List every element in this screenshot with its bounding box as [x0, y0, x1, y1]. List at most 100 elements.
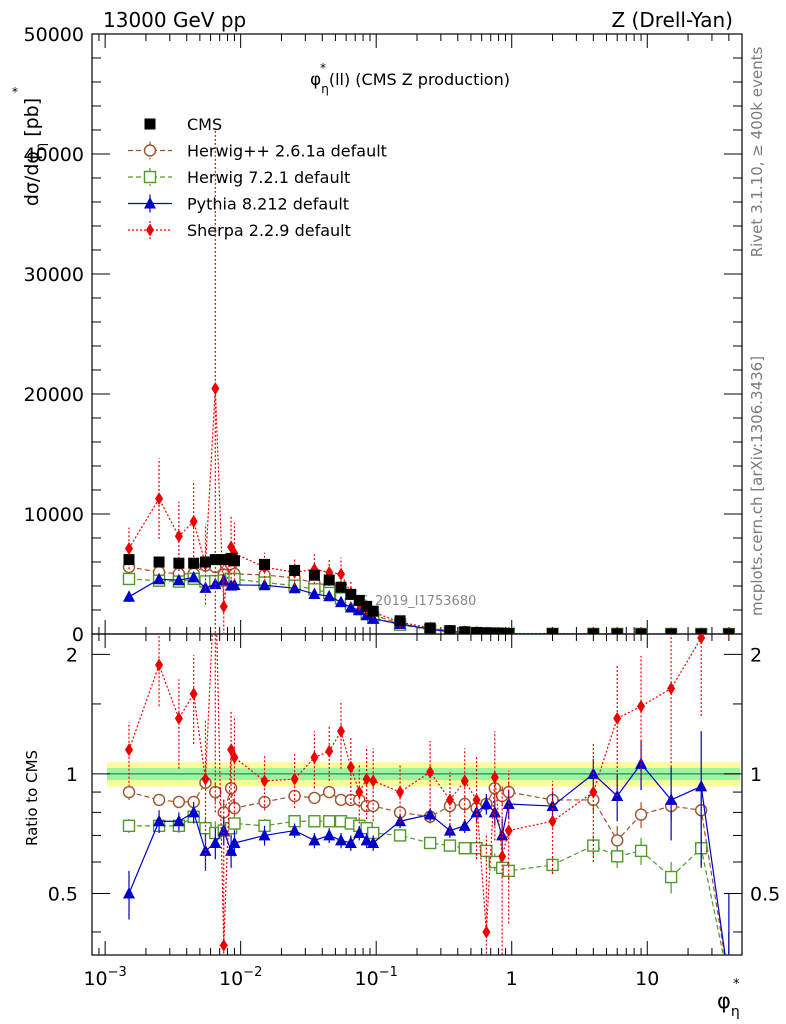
x-tick-label: 1: [506, 968, 518, 990]
point-sherpa-ratio: [396, 785, 405, 799]
point-sherpa-ratio: [472, 793, 481, 807]
point-sherpa-ratio: [227, 743, 236, 757]
point-sherpa-ratio: [498, 849, 507, 863]
point-sherpa-ratio: [482, 925, 491, 939]
point-sherpa-top: [174, 529, 183, 543]
point-sherpa-ratio: [426, 765, 435, 779]
point-pythia-ratio: [470, 805, 483, 818]
point-herwigpp-ratio: [322, 785, 336, 799]
point-sherpa-ratio: [260, 774, 269, 788]
point-pythia-top: [288, 581, 301, 594]
point-sherpa-ratio: [310, 750, 319, 764]
point-pythia-top: [323, 589, 336, 602]
point-sherpa-ratio: [125, 743, 134, 757]
point-herwigpp-ratio: [308, 791, 321, 805]
point-sherpa-ratio: [325, 744, 334, 758]
x-tick-label: 10−3: [83, 965, 126, 990]
x-tick-exp: −3: [108, 965, 127, 980]
point-herwigpp-ratio: [610, 834, 624, 847]
point-cms: [496, 627, 508, 634]
point-cms: [695, 628, 707, 634]
point-sherpa-ratio: [548, 814, 557, 828]
point-herwig7-ratio: [423, 836, 437, 850]
point-sherpa-ratio: [637, 699, 646, 713]
point-pythia-ratio: [695, 779, 708, 792]
point-pythia-ratio: [635, 757, 648, 769]
point-pythia-ratio: [228, 836, 241, 848]
y-tick-label-top: 30000: [24, 264, 84, 286]
point-cms: [459, 626, 471, 634]
legend-marker: [146, 223, 154, 237]
top-panel-series: [122, 128, 736, 634]
point-pythia-top: [308, 587, 321, 600]
ratio-panel-frame: [91, 633, 743, 956]
point-pythia-top: [123, 590, 136, 602]
point-pythia-ratio: [323, 828, 336, 841]
point-sherpa-ratio: [355, 785, 364, 799]
point-pythia-top: [344, 600, 357, 613]
point-cms: [199, 556, 211, 568]
ylabel-main: dσ/dφ: [21, 151, 43, 206]
point-sherpa-top: [219, 599, 228, 613]
title-eta-sub: η: [321, 82, 329, 96]
point-cms: [665, 628, 677, 634]
x-tick-base: 10: [355, 968, 379, 990]
point-pythia-ratio: [394, 814, 407, 827]
point-pythia-ratio: [123, 886, 136, 899]
point-herwig7-ratio: [634, 844, 648, 858]
svg-text:φη: φη: [717, 989, 740, 1020]
y-tick-label-top: 50000: [24, 24, 84, 46]
point-herwig7-ratio: [458, 842, 471, 855]
legend-marker: [144, 197, 156, 209]
y-tick-label-ratio-right: 2: [750, 644, 762, 666]
y-axis-label-ratio: Ratio to CMS: [23, 750, 41, 846]
point-sherpa-ratio: [201, 772, 210, 786]
point-pythia-ratio: [496, 828, 509, 841]
point-pythia-ratio: [153, 814, 166, 827]
x-tick-base: 1: [506, 968, 518, 990]
point-pythia-ratio: [353, 826, 366, 838]
x-tick-base: 10: [83, 968, 107, 990]
series-line-herwigpp: [128, 781, 726, 955]
title-rest: (ll) (CMS Z production): [329, 70, 510, 89]
point-cms: [228, 555, 240, 567]
point-cms: [444, 625, 456, 634]
point-pythia-top: [187, 570, 200, 583]
point-herwig7-ratio: [308, 815, 321, 828]
legend-label: CMS: [187, 115, 222, 134]
ratio-panel-series: [122, 567, 733, 955]
point-sherpa-ratio: [337, 724, 346, 738]
point-sherpa-ratio: [504, 824, 513, 838]
y-tick-label-top: 0: [72, 624, 84, 646]
y-tick-label-ratio-right: 0.5: [750, 883, 780, 905]
title-star-sup: *: [320, 61, 326, 75]
point-pythia-ratio: [209, 836, 222, 848]
y-tick-label-top: 40000: [24, 144, 84, 166]
point-sherpa-top: [155, 492, 164, 506]
point-cms: [323, 574, 335, 586]
point-pythia-top: [172, 573, 185, 586]
point-cms: [353, 594, 365, 606]
point-cms: [259, 558, 271, 570]
side-label-rivet: Rivet 3.1.10, ≥ 400k events: [748, 47, 766, 258]
point-cms: [218, 554, 230, 566]
point-sherpa-ratio: [346, 760, 355, 774]
point-cms: [424, 622, 436, 634]
point-sherpa-ratio: [725, 567, 733, 580]
point-cms: [173, 557, 185, 569]
point-cms: [123, 554, 135, 566]
point-pythia-top: [258, 578, 271, 591]
y-tick-label-ratio: 1: [66, 764, 78, 786]
point-sherpa-ratio: [219, 938, 228, 952]
legend-label: Herwig 7.2.1 default: [187, 168, 350, 187]
xlabel-main: φ: [717, 989, 731, 1013]
x-tick-label: 10: [635, 968, 659, 990]
point-cms: [335, 581, 347, 593]
x-tick-base: 10: [635, 968, 659, 990]
point-sherpa-top: [211, 381, 220, 395]
legend-marker: [143, 170, 157, 184]
point-pythia-ratio: [187, 805, 200, 818]
point-pythia-ratio: [424, 808, 437, 820]
y-axis-label-top: dσ/dφη [pb]: [21, 98, 49, 206]
